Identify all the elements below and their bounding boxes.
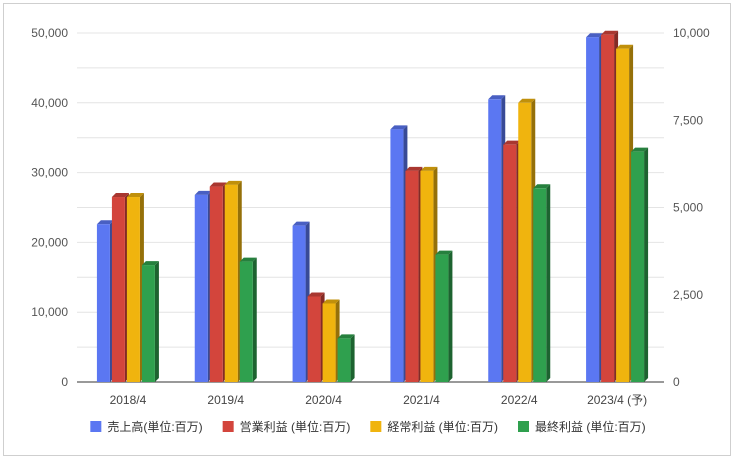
- bar: [533, 184, 551, 382]
- legend-swatch: [518, 421, 529, 432]
- left-tick-label: 20,000: [31, 235, 68, 249]
- left-tick-label: 0: [61, 375, 68, 389]
- right-tick-label: 5,000: [673, 201, 703, 215]
- bar: [435, 250, 453, 382]
- bar: [420, 166, 438, 382]
- left-tick-label: 50,000: [31, 26, 68, 40]
- legend-label: 営業利益 (単位:百万): [240, 419, 351, 434]
- category-axis: 2018/4 2019/4 2020/4 2021/4 2022/4 2023/4 (予): [110, 393, 648, 407]
- bar: [631, 147, 649, 382]
- right-tick-label: 10,000: [673, 26, 710, 40]
- bar: [96, 220, 114, 382]
- bar: [224, 180, 242, 382]
- legend-item: 売上高(単位:百万): [90, 419, 203, 434]
- legend-label: 最終利益 (単位:百万): [535, 419, 646, 434]
- bar: [141, 261, 159, 382]
- legend-item: 経常利益 (単位:百万): [370, 419, 498, 434]
- bar: [601, 30, 619, 383]
- bar: [126, 193, 144, 382]
- left-axis: 0 10,000 20,000 30,000 40,000 50,000: [31, 26, 68, 389]
- right-tick-label: 0: [673, 375, 680, 389]
- bar: [337, 334, 355, 382]
- legend-item: 最終利益 (単位:百万): [518, 419, 646, 434]
- bar: [390, 125, 408, 382]
- chart-frame: 0 10,000 20,000 30,000 40,000 50,000 0 2,500 5,…: [3, 3, 731, 456]
- category-label: 2020/4: [305, 393, 342, 407]
- category-label: 2018/4: [110, 393, 147, 407]
- category-label: 2019/4: [207, 393, 244, 407]
- left-tick-label: 10,000: [31, 305, 68, 319]
- bar: [586, 33, 604, 383]
- gridlines: [77, 32, 664, 383]
- bar: [194, 190, 212, 382]
- right-tick-label: 2,500: [673, 288, 703, 302]
- legend-item: 営業利益 (単位:百万): [222, 419, 351, 434]
- bar: [307, 292, 325, 382]
- right-tick-label: 7,500: [673, 113, 703, 127]
- bar: [111, 193, 129, 382]
- legend-swatch: [370, 421, 382, 432]
- bar: [209, 182, 227, 382]
- bars: [96, 30, 649, 383]
- left-tick-label: 30,000: [31, 166, 68, 180]
- legend: 売上高(単位:百万) 営業利益 (単位:百万) 経常利益 (単位:百万) 最終利益 (…: [90, 419, 646, 434]
- legend-swatch: [222, 421, 234, 432]
- bar: [616, 44, 634, 382]
- right-axis: 0 2,500 5,000 7,500 10,000: [673, 26, 710, 389]
- bar-chart: 0 10,000 20,000 30,000 40,000 50,000 0 2,500 5,…: [31, 26, 710, 434]
- legend-swatch: [90, 421, 102, 432]
- bar: [503, 140, 521, 382]
- left-tick-label: 40,000: [31, 96, 68, 110]
- bar: [322, 299, 340, 382]
- category-label: 2022/4: [501, 393, 538, 407]
- legend-label: 売上高(単位:百万): [107, 419, 202, 434]
- bar: [405, 166, 423, 382]
- bar: [518, 98, 536, 383]
- category-label: 2021/4: [403, 393, 440, 407]
- bar: [292, 221, 310, 382]
- bar: [239, 257, 257, 382]
- category-label: 2023/4 (予): [587, 393, 647, 407]
- legend-label: 経常利益 (単位:百万): [387, 419, 498, 434]
- bar: [488, 95, 506, 382]
